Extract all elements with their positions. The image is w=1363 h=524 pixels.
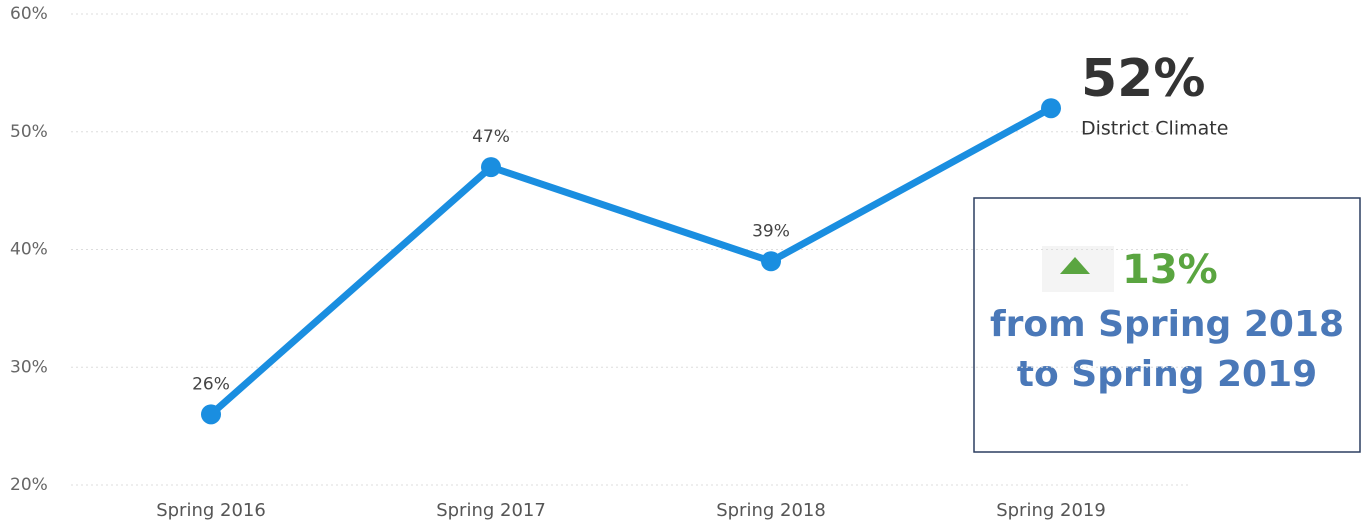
x-tick-label: Spring 2018 (716, 500, 826, 521)
y-tick-label: 30% (10, 357, 48, 377)
data-label: 26% (192, 374, 230, 394)
change-value: 13% (1122, 247, 1218, 293)
annotation-box (973, 197, 1361, 453)
point (481, 157, 501, 178)
up-arrow (1060, 257, 1090, 274)
point (201, 404, 221, 425)
y-tick-label: 50% (10, 122, 48, 142)
data-label: 52% (1081, 49, 1205, 109)
point (1041, 98, 1061, 119)
x-tick-label: Spring 2016 (156, 500, 266, 521)
data-label: 39% (752, 221, 790, 241)
y-tick-label: 20% (10, 475, 48, 495)
x-tick-label: Spring 2019 (996, 500, 1106, 521)
line (208, 105, 1053, 417)
y-tick-label: 60% (10, 4, 48, 24)
point (761, 251, 781, 272)
data-label: 47% (472, 127, 510, 147)
y-tick-label: 40% (10, 240, 48, 260)
annotation-text: to Spring 2019 (1017, 354, 1317, 395)
legend-label: District Climate (1081, 118, 1228, 140)
x-tick-label: Spring 2017 (436, 500, 546, 521)
annotation-text: from Spring 2018 (990, 304, 1344, 345)
